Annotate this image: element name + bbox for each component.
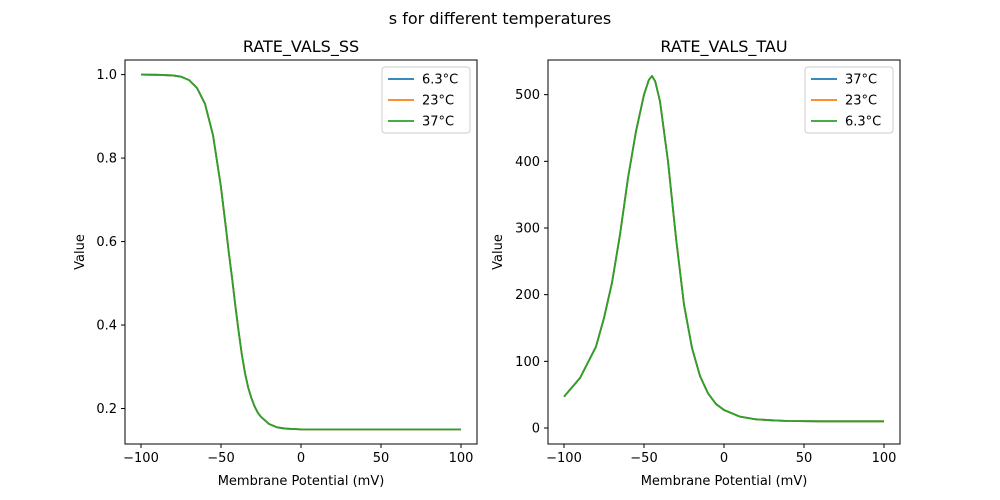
y-tick-label: 0.4 [96,319,117,334]
y-axis-label-tau: Value [491,234,506,270]
x-tick-label: 0 [297,451,305,466]
y-tick-label: 400 [515,155,540,170]
y-tick-label: 0.2 [96,402,117,417]
y-tick-label: 200 [515,288,540,303]
x-tick-label: 50 [373,451,390,466]
subplot-title-tau: RATE_VALS_TAU [660,37,787,57]
x-tick-label: 0 [720,451,728,466]
legend-box-ss [381,66,471,134]
y-tick-label: 0.8 [96,152,117,167]
x-tick-label: −50 [630,451,657,466]
x-tick-label: 100 [449,451,474,466]
legend-box-tau [804,66,894,134]
legend-label: 23°C [845,94,877,109]
y-axis-label-ss: Value [73,234,88,270]
x-axis-label-ss: Membrane Potential (mV) [218,474,385,489]
legend-ss: 6.3°C 23°C 37°C [381,66,471,134]
legend-tau: 37°C 23°C 6.3°C [804,66,894,134]
x-tick-label: 50 [796,451,813,466]
legend-label: 37°C [422,115,454,130]
series-line-tau-2 [563,75,884,423]
x-tick-label: −100 [546,451,582,466]
y-tick-label: 0 [532,422,540,437]
legend-label: 6.3°C [845,115,881,130]
legend-label: 23°C [422,94,454,109]
y-tick-label: 100 [515,355,540,370]
plot-lines-tau [563,75,884,423]
plot-lines-ss [140,73,461,431]
y-tick-label: 1.0 [96,68,117,83]
x-tick-label: 100 [872,451,897,466]
y-tick-label: 500 [515,88,540,103]
ticks-tau: −100 −50 0 50 100 0 100 200 300 400 500 [515,88,896,466]
legend-label: 37°C [845,73,877,88]
x-tick-label: −50 [207,451,234,466]
series-line-ss-2 [140,73,461,431]
subplot-title-ss: RATE_VALS_SS [243,37,359,57]
subplot-ss: RATE_VALS_SS −100 −50 0 50 100 0.2 0.4 0.6 0.8 1.… [73,37,478,489]
y-tick-label: 0.6 [96,235,117,250]
ticks-ss: −100 −50 0 50 100 0.2 0.4 0.6 0.8 1.0 [96,68,473,466]
x-tick-label: −100 [123,451,159,466]
y-tick-label: 300 [515,222,540,237]
subplot-tau: RATE_VALS_TAU −100 −50 0 50 100 0 100 200 300 400… [491,37,901,489]
legend-label: 6.3°C [422,73,458,88]
figure-suptitle: s for different temperatures [389,9,611,28]
x-axis-label-tau: Membrane Potential (mV) [641,474,808,489]
